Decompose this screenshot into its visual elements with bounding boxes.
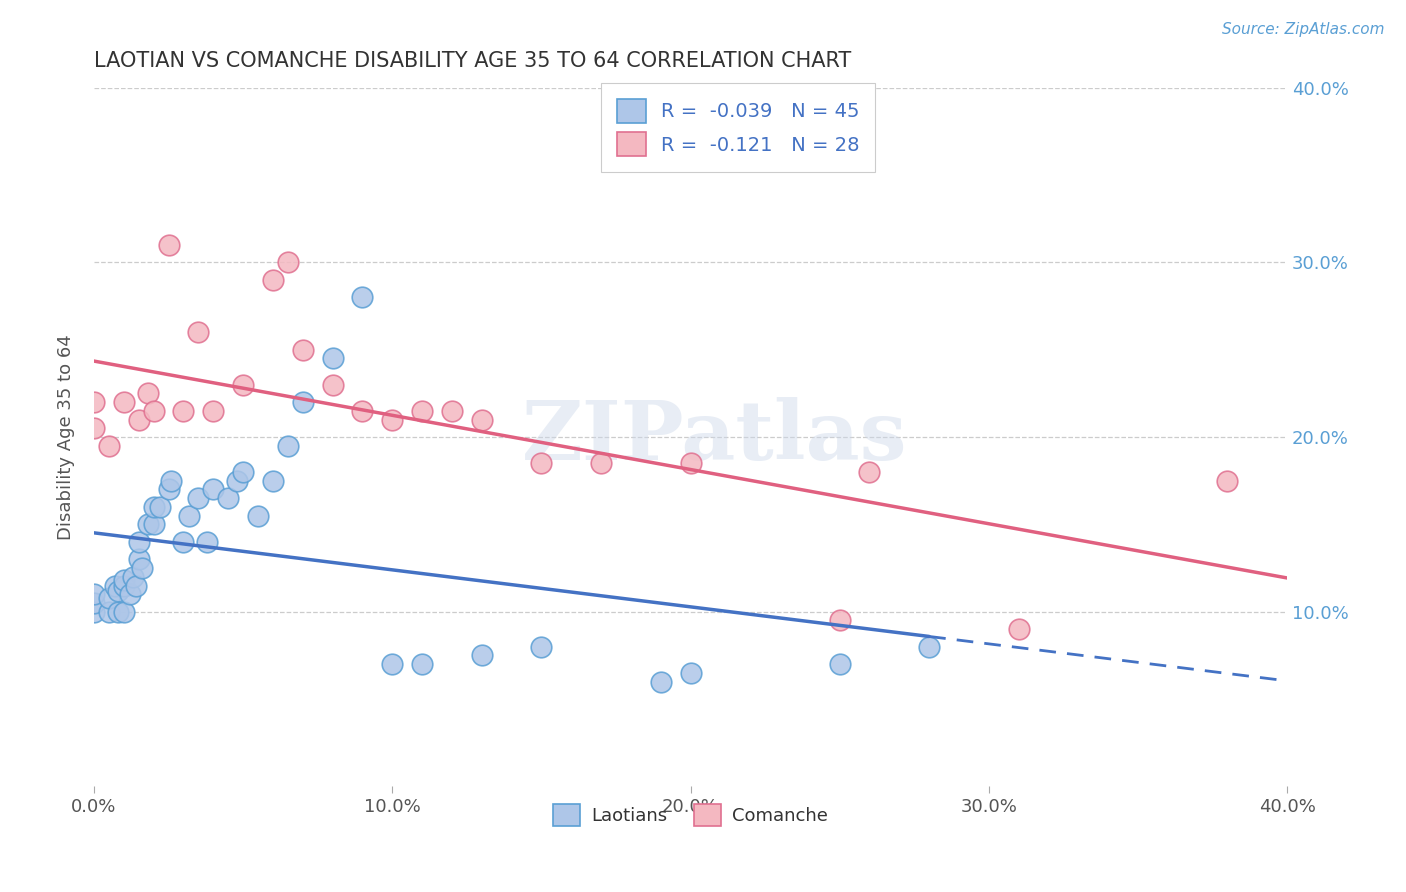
Point	[97, 591, 120, 605]
Point	[112, 395, 135, 409]
Point	[142, 500, 165, 514]
Point	[142, 404, 165, 418]
Point	[352, 290, 374, 304]
Point	[142, 517, 165, 532]
Point	[97, 605, 120, 619]
Point	[679, 665, 702, 680]
Point	[128, 412, 150, 426]
Point	[148, 500, 170, 514]
Point	[179, 508, 201, 523]
Point	[589, 456, 612, 470]
Point	[128, 534, 150, 549]
Point	[160, 474, 183, 488]
Point	[83, 587, 105, 601]
Point	[679, 456, 702, 470]
Point	[1216, 474, 1239, 488]
Point	[291, 395, 314, 409]
Point	[262, 273, 284, 287]
Point	[172, 534, 194, 549]
Point	[1007, 622, 1029, 636]
Point	[322, 351, 344, 366]
Point	[131, 561, 153, 575]
Point	[322, 377, 344, 392]
Point	[381, 412, 404, 426]
Legend: Laotians, Comanche: Laotians, Comanche	[546, 797, 835, 833]
Point	[118, 587, 141, 601]
Point	[107, 583, 129, 598]
Point	[157, 237, 180, 252]
Point	[530, 640, 553, 654]
Point	[83, 596, 105, 610]
Point	[291, 343, 314, 357]
Point	[125, 578, 148, 592]
Point	[112, 605, 135, 619]
Point	[232, 465, 254, 479]
Point	[411, 404, 433, 418]
Point	[104, 578, 127, 592]
Text: LAOTIAN VS COMANCHE DISABILITY AGE 35 TO 64 CORRELATION CHART: LAOTIAN VS COMANCHE DISABILITY AGE 35 TO…	[94, 51, 851, 70]
Point	[530, 456, 553, 470]
Point	[172, 404, 194, 418]
Point	[352, 404, 374, 418]
Text: Source: ZipAtlas.com: Source: ZipAtlas.com	[1222, 22, 1385, 37]
Point	[202, 483, 225, 497]
Point	[650, 674, 672, 689]
Point	[83, 605, 105, 619]
Point	[232, 377, 254, 392]
Point	[187, 491, 209, 505]
Point	[112, 574, 135, 588]
Point	[381, 657, 404, 672]
Y-axis label: Disability Age 35 to 64: Disability Age 35 to 64	[58, 334, 75, 540]
Point	[195, 534, 218, 549]
Point	[97, 439, 120, 453]
Text: ZIPatlas: ZIPatlas	[522, 397, 907, 477]
Point	[83, 395, 105, 409]
Point	[187, 325, 209, 339]
Point	[246, 508, 269, 523]
Point	[828, 614, 851, 628]
Point	[136, 386, 159, 401]
Point	[83, 421, 105, 435]
Point	[202, 404, 225, 418]
Point	[107, 605, 129, 619]
Point	[277, 439, 299, 453]
Point	[136, 517, 159, 532]
Point	[217, 491, 239, 505]
Point	[128, 552, 150, 566]
Point	[440, 404, 463, 418]
Point	[858, 465, 880, 479]
Point	[112, 578, 135, 592]
Point	[226, 474, 249, 488]
Point	[411, 657, 433, 672]
Point	[157, 483, 180, 497]
Point	[277, 255, 299, 269]
Point	[918, 640, 941, 654]
Point	[121, 570, 143, 584]
Point	[262, 474, 284, 488]
Point	[471, 648, 494, 663]
Point	[471, 412, 494, 426]
Point	[828, 657, 851, 672]
